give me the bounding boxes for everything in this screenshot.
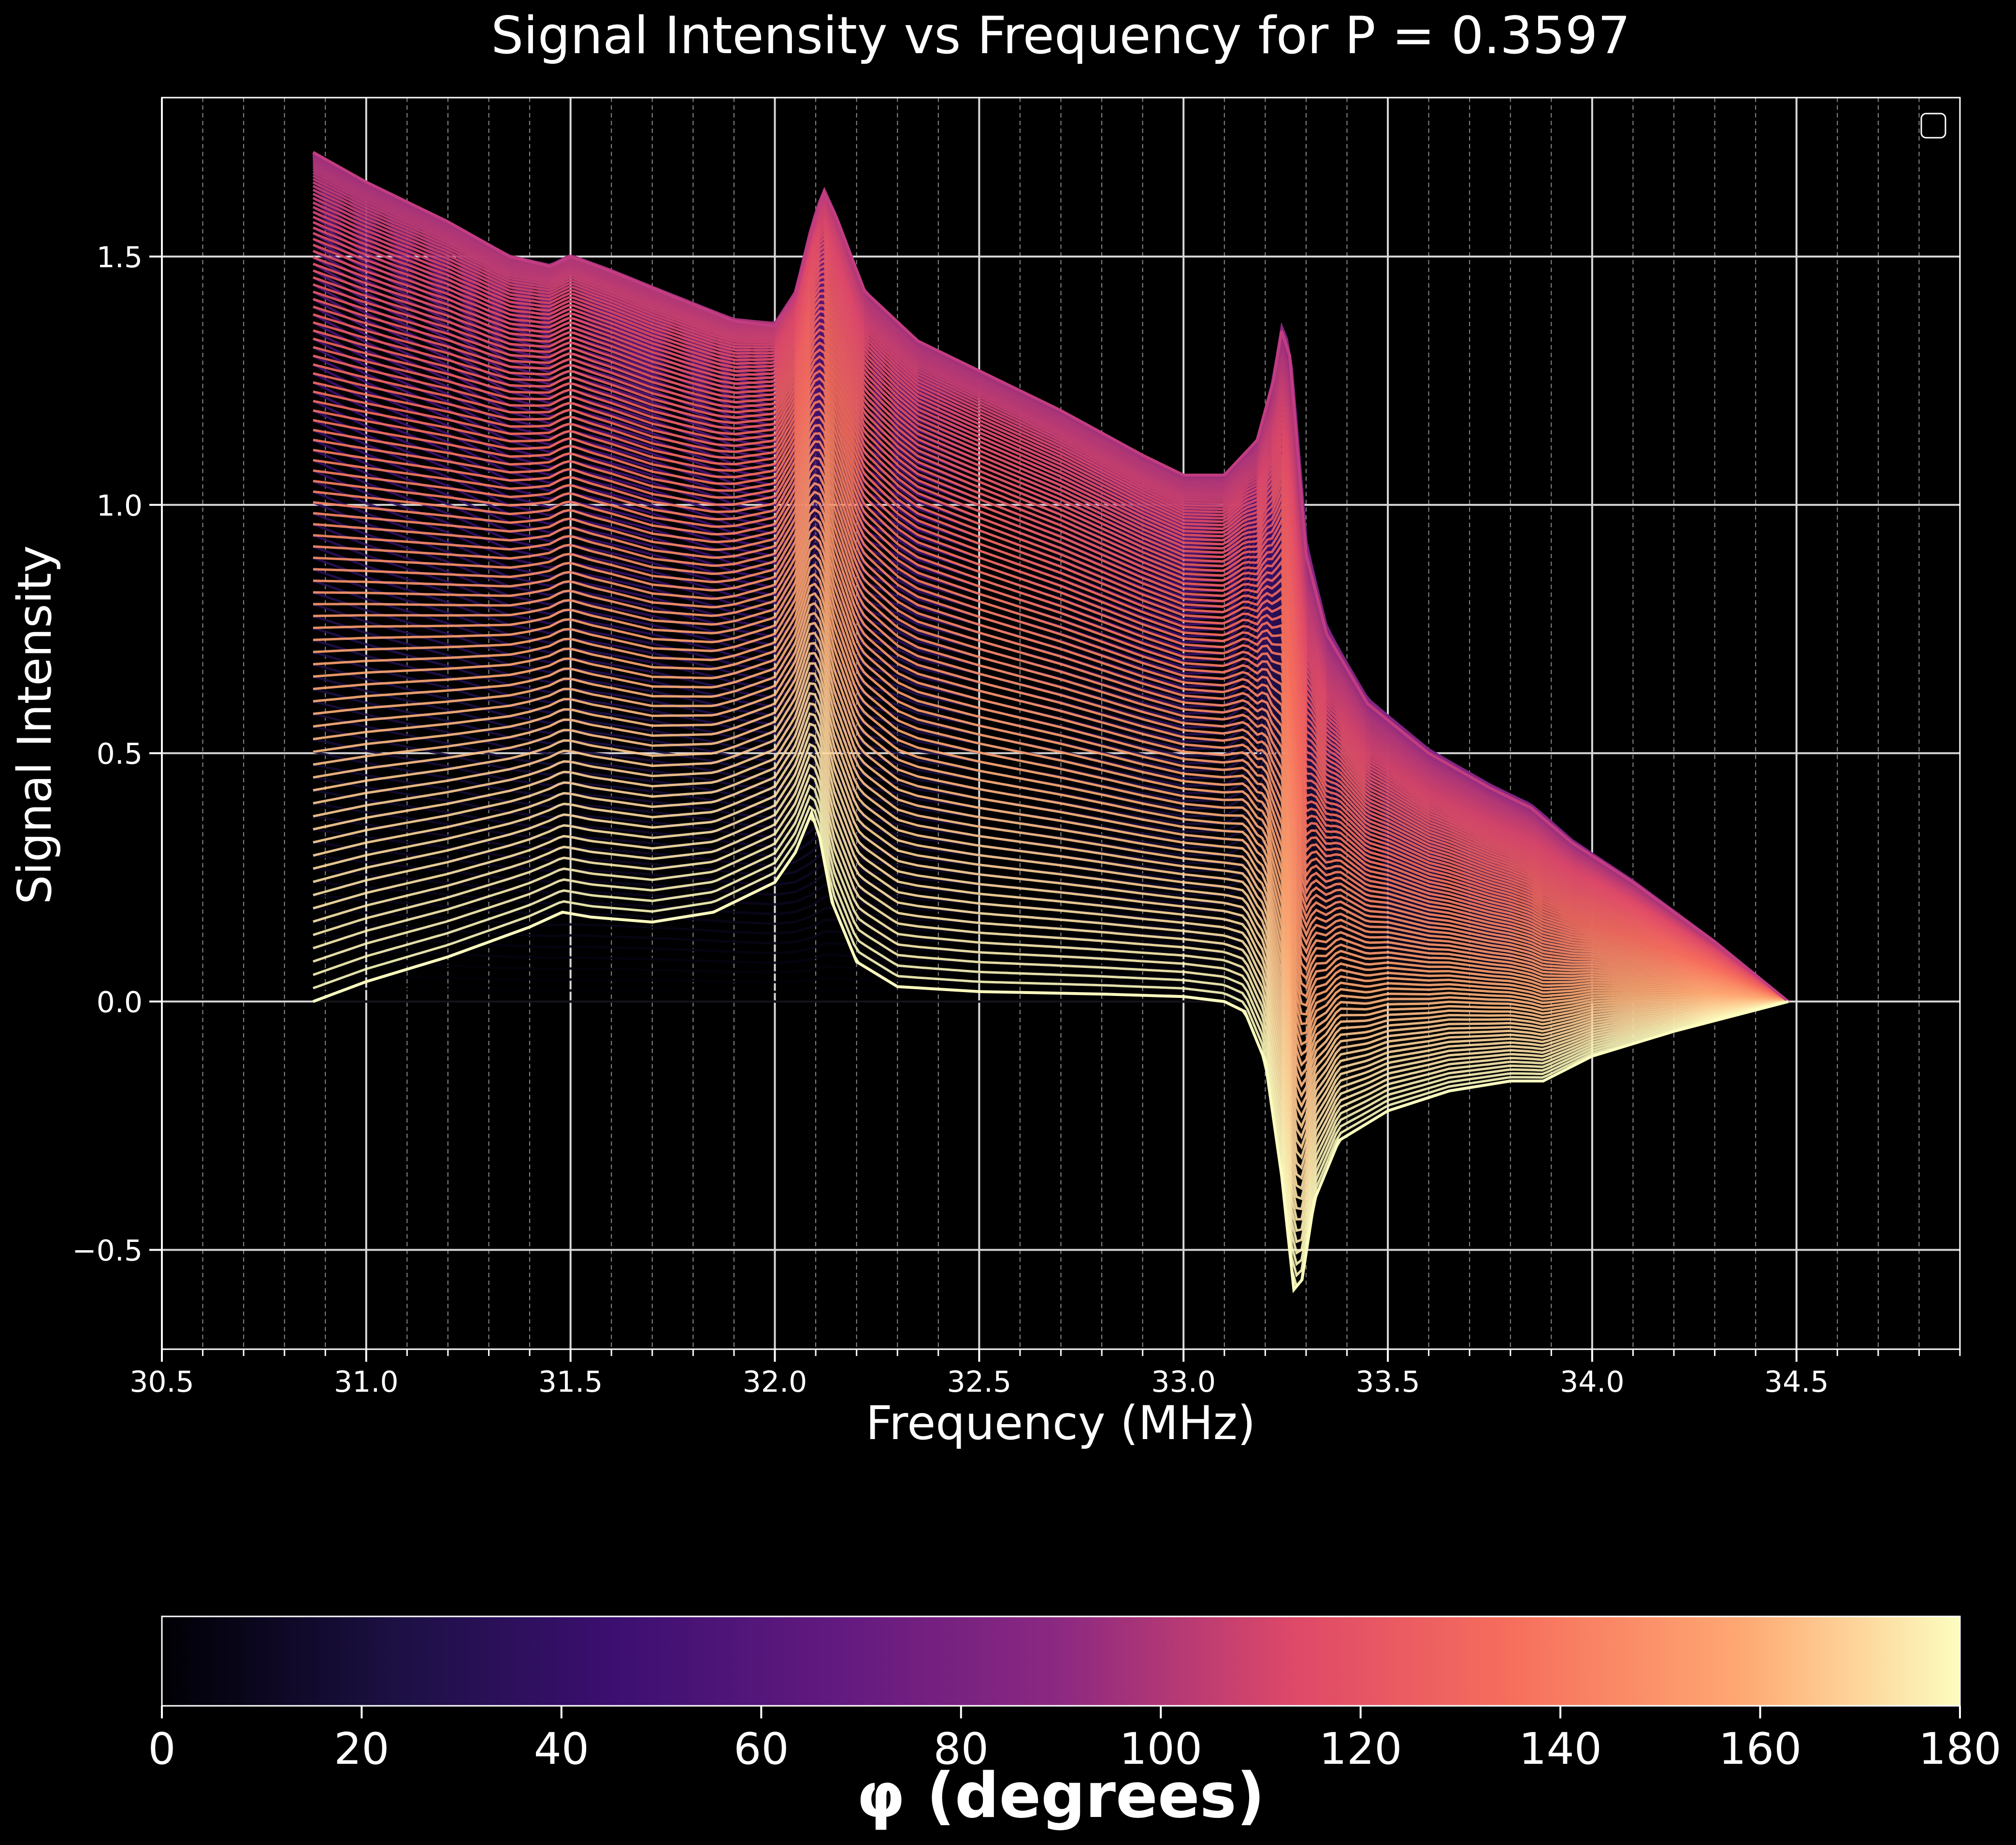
colorbar bbox=[162, 1616, 1960, 1706]
x-tick-label: 34.0 bbox=[1560, 1365, 1625, 1399]
series-curves bbox=[313, 152, 1788, 1286]
colorbar-tick-label: 0 bbox=[148, 1724, 175, 1774]
colorbar-tick-label: 120 bbox=[1319, 1724, 1402, 1774]
y-tick-label: 1.0 bbox=[97, 489, 143, 523]
x-tick-label: 33.0 bbox=[1151, 1365, 1216, 1399]
x-tick-label: 33.5 bbox=[1355, 1365, 1420, 1399]
colorbar-tick-label: 140 bbox=[1519, 1724, 1602, 1774]
y-axis-ticks: −0.5 0.0 0.5 1.0 1.5 bbox=[72, 241, 162, 1268]
x-axis-ticks: 30.5 31.0 31.5 32.0 32.5 33.0 33.5 34.0 34.5 bbox=[130, 1349, 1960, 1399]
y-axis-label: Signal Intensity bbox=[8, 545, 62, 904]
y-tick-label: −0.5 bbox=[72, 1234, 143, 1268]
legend-box bbox=[1921, 114, 1945, 138]
y-tick-label: 0.5 bbox=[97, 737, 143, 771]
colorbar-tick-label: 60 bbox=[734, 1724, 789, 1774]
chart-title: Signal Intensity vs Frequency for P = 0.… bbox=[491, 6, 1630, 65]
y-tick-label: 0.0 bbox=[97, 986, 143, 1020]
colorbar-tick-label: 20 bbox=[334, 1724, 389, 1774]
x-tick-label: 31.0 bbox=[334, 1365, 399, 1399]
x-tick-label: 30.5 bbox=[130, 1365, 194, 1399]
x-tick-label: 32.0 bbox=[743, 1365, 807, 1399]
colorbar-label: φ (degrees) bbox=[857, 1760, 1265, 1832]
x-tick-label: 32.5 bbox=[947, 1365, 1012, 1399]
x-axis-label: Frequency (MHz) bbox=[866, 1396, 1256, 1450]
y-tick-label: 1.5 bbox=[97, 241, 143, 274]
x-tick-label: 31.5 bbox=[538, 1365, 603, 1399]
colorbar-tick-label: 180 bbox=[1918, 1724, 2002, 1774]
colorbar-tick-label: 40 bbox=[534, 1724, 590, 1774]
colorbar-tick-label: 160 bbox=[1719, 1724, 1802, 1774]
x-tick-label: 34.5 bbox=[1764, 1365, 1829, 1399]
